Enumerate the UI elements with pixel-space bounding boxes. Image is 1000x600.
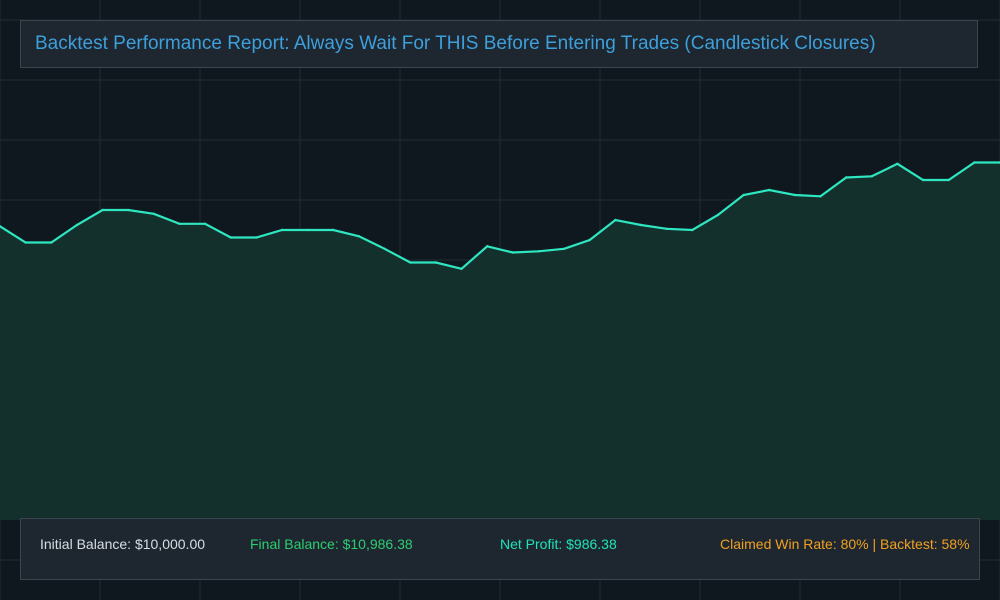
equity-point [588,238,591,242]
equity-point [537,250,540,253]
equity-point [639,223,643,227]
equity-point [229,236,232,239]
equity-point [127,208,130,212]
equity-point [614,218,617,222]
equity-line [0,161,1000,271]
equity-point [511,251,514,254]
initial-balance: Initial Balance: $10,000.00 [40,536,206,552]
equity-point [819,195,822,198]
equity-point [716,213,720,217]
equity-point [178,222,181,225]
equity-point [845,176,848,179]
equity-point [562,247,566,250]
equity-point [921,178,925,182]
equity-point [768,188,771,192]
equity-point [383,247,386,250]
equity-point [24,241,27,244]
net-profit: Net Profit: $986.38 [500,536,617,552]
report-title: Backtest Performance Report: Always Wait… [35,33,876,54]
equity-point [742,193,745,197]
equity-point [0,225,2,228]
equity-area [0,162,1000,520]
equity-point [409,261,412,264]
equity-point [973,161,976,164]
final-balance: Final Balance: $10,986.38 [250,536,413,552]
equity-point [896,162,899,165]
equity-point [691,228,694,232]
equity-point [947,178,950,182]
equity-points [0,161,1000,270]
equity-point [203,222,207,225]
equity-point [101,208,104,212]
title-panel: Backtest Performance Report: Always Wait… [20,20,978,68]
equity-point [152,212,155,215]
stats-panel: Initial Balance: $10,000.00 Final Balanc… [20,518,980,580]
equity-point [75,223,79,227]
equity-point [434,261,438,264]
equity-point [332,228,335,232]
equity-point [870,175,873,178]
win-rate: Claimed Win Rate: 80% | Backtest: 58% [720,536,970,552]
equity-point [665,227,668,230]
equity-point [255,236,258,239]
equity-point [357,235,361,238]
equity-point [486,245,489,248]
equity-point [793,193,797,197]
equity-point [280,228,284,232]
equity-point [460,267,463,270]
equity-point [306,228,309,232]
equity-point [50,241,53,244]
